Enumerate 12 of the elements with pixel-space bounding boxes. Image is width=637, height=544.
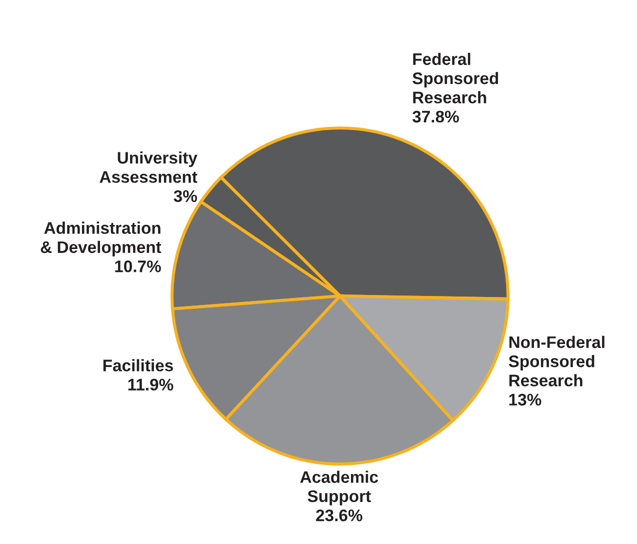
data-label: 11.9% [128,378,174,391]
slice-label: Non-Federal Sponsored Research [508,336,604,386]
slice-label: University Assessment [100,151,198,183]
data-label: 13% [509,394,542,406]
data-label: 23.6% [316,509,362,522]
slice-label: Facilities [103,359,173,372]
slice-label: Administration & Development [40,222,162,256]
slice-label: Academic Support [300,470,378,506]
data-label: 10.7% [115,260,161,272]
data-label: 37.8% [412,110,459,123]
slice-label: Federal Sponsored Research [412,52,498,104]
data-label: 3% [174,190,198,202]
